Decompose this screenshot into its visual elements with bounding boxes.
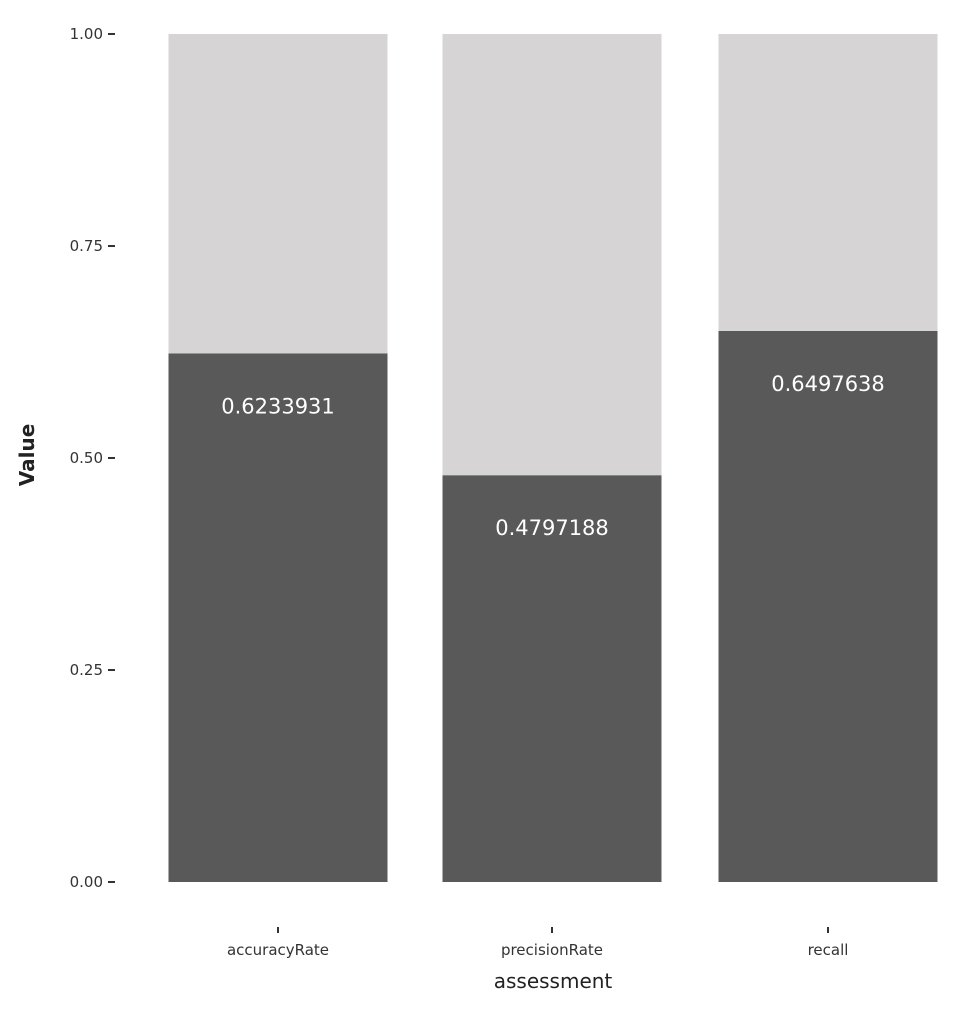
- y-tick-label-2: 0.50: [70, 449, 103, 467]
- bars-layer: [168, 34, 938, 882]
- y-axis: 0.00 0.25 0.50 0.75 1.00: [70, 25, 115, 891]
- bar-accuracyRate-segment-0: [168, 353, 388, 882]
- bar-precisionRate-segment-0: [442, 475, 662, 882]
- bar-recall-segment-1: [718, 34, 938, 332]
- y-tick-label-0: 0.00: [70, 873, 103, 891]
- y-tick-label-4: 1.00: [70, 25, 103, 43]
- y-axis-title: Value: [15, 424, 39, 487]
- y-tick-label-1: 0.25: [70, 661, 103, 679]
- data-labels-layer: 0.6233931 0.4797188 0.6497638: [221, 372, 885, 540]
- y-tick-label-3: 0.75: [70, 237, 103, 255]
- data-label-recall: 0.6497638: [771, 372, 885, 396]
- x-axis-title: assessment: [494, 969, 613, 993]
- x-axis: accuracyRate precisionRate recall: [227, 927, 848, 959]
- x-tick-label-recall: recall: [808, 941, 849, 959]
- x-tick-label-precisionRate: precisionRate: [501, 941, 603, 959]
- x-tick-label-accuracyRate: accuracyRate: [227, 941, 329, 959]
- data-label-accuracyRate: 0.6233931: [221, 394, 335, 418]
- data-label-precisionRate: 0.4797188: [495, 516, 609, 540]
- bar-recall-segment-0: [718, 331, 938, 882]
- bar-accuracyRate-segment-1: [168, 34, 388, 354]
- bar-precisionRate-segment-1: [442, 34, 662, 476]
